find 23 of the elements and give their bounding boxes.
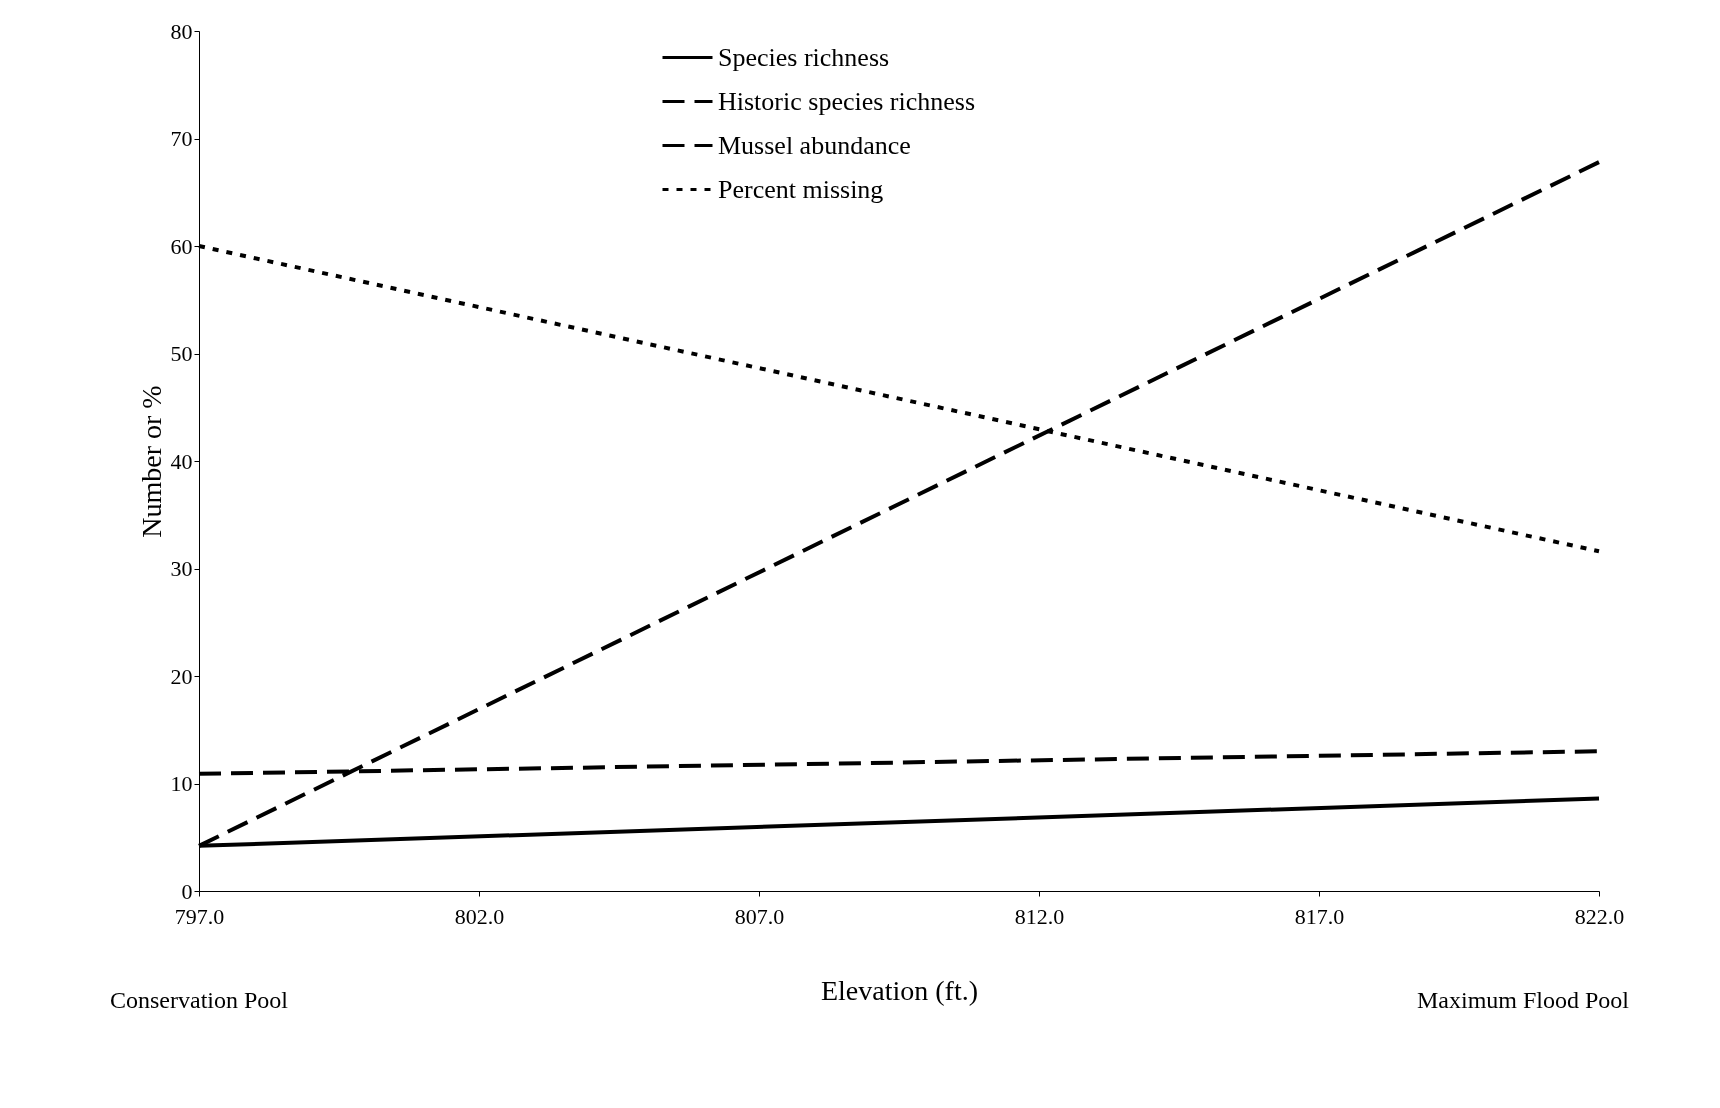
x-tick-label: 817.0 (1294, 903, 1345, 929)
y-tick-label: 60 (170, 233, 193, 259)
x-tick-label: 802.0 (454, 903, 505, 929)
x-tick-label: 797.0 (174, 903, 225, 929)
y-tick-label: 80 (170, 18, 193, 44)
y-tick-label: 70 (170, 126, 193, 151)
x-axis-title: Elevation (ft.) (820, 974, 979, 1006)
x-tick-label: 822.0 (1574, 903, 1625, 929)
legend-label: Historic species richness (718, 86, 976, 116)
legend-label: Species richness (718, 42, 890, 72)
legend-label: Percent missing (718, 174, 884, 204)
y-tick-label: 30 (170, 556, 193, 581)
y-tick-label: 40 (170, 448, 193, 474)
x-tick-label: 812.0 (1014, 903, 1065, 929)
y-tick-label: 50 (170, 341, 193, 366)
x-tick-label: 807.0 (734, 903, 785, 929)
legend-label: Mussel abundance (718, 130, 911, 160)
y-tick-label: 10 (170, 771, 193, 796)
y-axis-title: Number or % (135, 385, 167, 538)
y-tick-label: 20 (170, 663, 193, 689)
text: Conservation Pool (110, 987, 289, 1013)
text: Maximum Flood Pool (1416, 987, 1630, 1013)
y-tick-label: 0 (181, 878, 193, 904)
